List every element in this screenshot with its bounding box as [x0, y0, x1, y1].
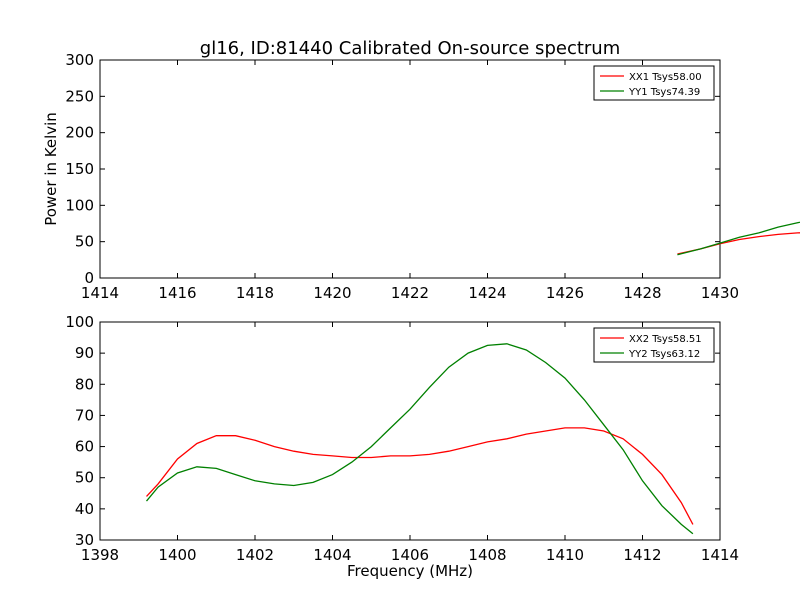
- y-tick-label: 0: [84, 269, 94, 287]
- plot-bottom-legend: XX2 Tsys58.51 YY2 Tsys63.12: [593, 327, 715, 363]
- plot-top: 1414 1416 1418 1420 1422 1424 1426 1428 1430 0 50 1…: [42, 51, 800, 302]
- legend-label: XX1 Tsys58.00: [629, 72, 702, 83]
- x-tick-label: 1428: [623, 284, 661, 302]
- plot-top-series: [677, 221, 800, 256]
- x-tick-label: 1416: [158, 284, 196, 302]
- legend-label: YY2 Tsys63.12: [628, 349, 700, 360]
- x-tick-label: 1400: [158, 546, 196, 564]
- series-line-green: [145, 343, 694, 535]
- x-tick-label: 1402: [236, 546, 274, 564]
- y-tick-label: 90: [75, 344, 94, 362]
- y-tick-label: 80: [75, 375, 94, 393]
- legend-label: XX2 Tsys58.51: [629, 334, 702, 345]
- legend-box: [593, 65, 715, 101]
- x-tick-label: 1410: [546, 546, 584, 564]
- y-tick-label: 50: [75, 469, 94, 487]
- y-tick-label: 70: [75, 406, 94, 424]
- x-tick-label: 1418: [236, 284, 274, 302]
- x-tick-label: 1404: [313, 546, 351, 564]
- x-tick-label: 1412: [623, 546, 661, 564]
- x-tick-label: 1398: [81, 546, 119, 564]
- chart-title: gl16, ID:81440 Calibrated On-source spec…: [200, 38, 620, 59]
- y-tick-label: 50: [75, 233, 94, 251]
- x-tick-label: 1408: [468, 546, 506, 564]
- series-line-green: [677, 221, 800, 256]
- x-tick-label: 1406: [391, 546, 429, 564]
- y-tick-label: 40: [75, 500, 94, 518]
- y-tick-label: 150: [65, 160, 94, 178]
- legend-box: [593, 327, 715, 363]
- plot-bottom-ticks: 1398 1400 1402 1404 1406 1408 1410 1412 1414 30 40…: [65, 313, 739, 564]
- y-tick-label: 200: [65, 124, 94, 142]
- y-tick-label: 100: [65, 196, 94, 214]
- series-line-red: [677, 232, 800, 255]
- plot-bottom-xlabel: Frequency (MHz): [347, 562, 473, 580]
- x-tick-label: 1430: [701, 284, 739, 302]
- x-tick-label: 1424: [468, 284, 506, 302]
- x-tick-label: 1420: [313, 284, 351, 302]
- plot-top-ylabel: Power in Kelvin: [42, 112, 60, 226]
- y-tick-label: 100: [65, 313, 94, 331]
- plot-top-ticks: 1414 1416 1418 1420 1422 1424 1426 1428 1430 0 50 1…: [65, 51, 739, 302]
- x-tick-label: 1422: [391, 284, 429, 302]
- y-tick-label: 60: [75, 438, 94, 456]
- x-tick-label: 1414: [81, 284, 119, 302]
- series-line-red: [146, 427, 694, 525]
- y-tick-label: 250: [65, 87, 94, 105]
- y-tick-label: 300: [65, 51, 94, 69]
- y-tick-label: 30: [75, 531, 94, 549]
- plot-bottom: 1398 1400 1402 1404 1406 1408 1410 1412 1414 30 40…: [65, 313, 739, 580]
- legend-label: YY1 Tsys74.39: [628, 87, 700, 98]
- plot-bottom-series: [145, 343, 694, 535]
- x-tick-label: 1414: [701, 546, 739, 564]
- plot-top-legend: XX1 Tsys58.00 YY1 Tsys74.39: [593, 65, 715, 101]
- x-tick-label: 1426: [546, 284, 584, 302]
